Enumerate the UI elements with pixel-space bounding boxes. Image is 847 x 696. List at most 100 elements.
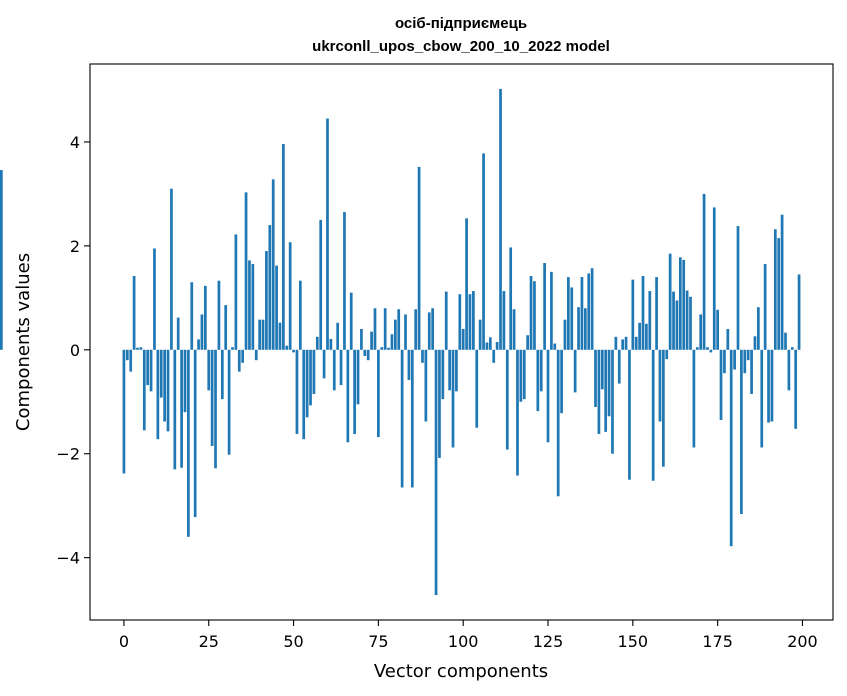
bar-35 xyxy=(241,349,245,363)
bar-56 xyxy=(312,349,316,394)
bar-122 xyxy=(536,349,540,412)
bar-92 xyxy=(434,349,438,596)
bar-167 xyxy=(689,296,692,350)
bar-130 xyxy=(563,319,567,350)
bar-8 xyxy=(149,349,153,392)
bar-114 xyxy=(509,247,513,350)
bar-141 xyxy=(600,349,604,390)
x-tick-label: 125 xyxy=(533,632,564,651)
y-tick-label: −4 xyxy=(56,549,80,568)
bar-3 xyxy=(132,276,136,350)
bar-190 xyxy=(767,349,770,423)
bar-198 xyxy=(794,349,798,429)
bar-44 xyxy=(271,179,275,350)
bar-126 xyxy=(550,271,553,350)
bar-119 xyxy=(526,335,530,350)
x-tick-label: 75 xyxy=(368,632,388,651)
bar-164 xyxy=(678,257,682,350)
bar-183 xyxy=(743,349,747,374)
bar-166 xyxy=(685,290,689,350)
bar-6 xyxy=(142,349,146,431)
bar-84 xyxy=(407,349,411,380)
bar-111 xyxy=(499,88,502,350)
y-axis-ticks: −4 −2 0 2 4 xyxy=(56,133,90,568)
bar-26 xyxy=(210,349,214,446)
bar-196 xyxy=(787,349,791,391)
bar-82 xyxy=(400,349,404,488)
y-tick-label: 4 xyxy=(70,133,80,152)
chart-title-line-2: ukrconll_upos_cbow_200_10_2022 model xyxy=(312,38,610,55)
bar-81 xyxy=(397,309,401,350)
x-axis-label: Vector components xyxy=(374,661,548,682)
bar-93 xyxy=(438,349,441,458)
bar-178 xyxy=(726,329,730,350)
bar-61 xyxy=(329,338,333,350)
bar-177 xyxy=(723,349,726,374)
bar-74 xyxy=(373,308,377,350)
bar-142 xyxy=(604,349,608,432)
bar-64 xyxy=(339,349,343,386)
bar-175 xyxy=(716,309,719,350)
bar-139 xyxy=(594,349,597,407)
bar-107 xyxy=(485,342,489,350)
bar-73 xyxy=(370,331,373,350)
bar-106 xyxy=(482,153,485,350)
bar-163 xyxy=(675,300,679,350)
bar-45 xyxy=(275,265,278,350)
x-tick-label: 50 xyxy=(283,632,303,651)
bar-125 xyxy=(546,349,550,443)
bar-19 xyxy=(187,349,190,537)
bar-28 xyxy=(217,280,221,350)
bar-124 xyxy=(543,263,546,350)
bar-7 xyxy=(146,349,150,386)
bar-22 xyxy=(197,339,200,350)
bar-150 xyxy=(631,279,635,350)
bar-29 xyxy=(220,349,224,400)
bar-195 xyxy=(784,332,787,350)
bar-89 xyxy=(424,349,428,422)
bar-182 xyxy=(740,349,743,514)
bar-148 xyxy=(624,336,628,350)
bar-161 xyxy=(668,253,672,350)
bar-48 xyxy=(285,345,289,350)
bar-34 xyxy=(237,349,241,372)
bar-46 xyxy=(278,322,282,350)
bar-186 xyxy=(753,336,757,350)
bar-174 xyxy=(712,207,716,350)
bar-123 xyxy=(539,349,543,392)
bar-135 xyxy=(580,277,584,350)
bar-16 xyxy=(176,317,180,350)
bar-69 xyxy=(356,349,360,405)
bar-77 xyxy=(383,308,387,350)
bar-15 xyxy=(173,349,177,470)
bar-103 xyxy=(472,291,475,350)
bar-113 xyxy=(505,349,509,450)
bar-180 xyxy=(733,349,736,370)
bar-49 xyxy=(288,242,292,350)
bar-38 xyxy=(251,264,255,350)
bar-95 xyxy=(444,291,448,350)
bar-25 xyxy=(207,349,211,391)
bar-121 xyxy=(533,281,536,350)
bar-97 xyxy=(451,349,455,448)
bar-50 xyxy=(292,349,295,353)
bar-151 xyxy=(634,336,638,350)
bar-192 xyxy=(773,229,777,350)
bar-132 xyxy=(570,287,574,350)
bar-155 xyxy=(648,291,652,350)
bar-131 xyxy=(567,277,570,350)
x-tick-label: 175 xyxy=(702,632,733,651)
bar-136 xyxy=(583,308,587,350)
bar-160 xyxy=(665,349,669,360)
bar-188 xyxy=(760,349,764,448)
bar-156 xyxy=(651,349,655,481)
bar-94 xyxy=(441,349,445,400)
bar-43 xyxy=(268,225,272,350)
bar-80 xyxy=(393,319,397,350)
y-axis-label: Components values xyxy=(13,253,34,431)
bar-59 xyxy=(322,349,326,379)
bar-176 xyxy=(719,349,723,420)
y-tick-label: 2 xyxy=(70,237,80,256)
bar-185 xyxy=(750,349,753,394)
